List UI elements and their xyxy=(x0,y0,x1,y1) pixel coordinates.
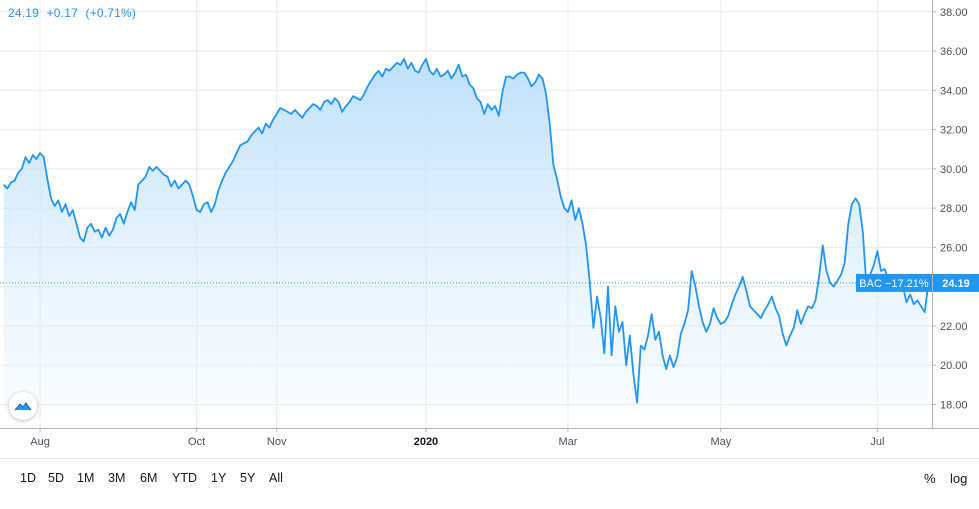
header-change: +0.17 xyxy=(46,6,78,20)
y-tick-label: 38.00 xyxy=(940,7,968,19)
price-line xyxy=(2,58,930,404)
symbol-change-label: BAC −17.21% xyxy=(859,278,929,290)
header-change-pct: (+0.71%) xyxy=(85,6,137,20)
range-ytd-button[interactable]: YTD xyxy=(172,471,197,485)
percent-scale-button[interactable]: % xyxy=(924,471,936,486)
range-toolbar: 1D 5D 1M 3M 6M YTD 1Y 5Y All % log xyxy=(0,458,979,509)
log-scale-button[interactable]: log xyxy=(950,471,968,486)
price-axis-label: 24.19 xyxy=(942,278,970,290)
y-tick-label: 22.00 xyxy=(940,321,968,333)
area-fill xyxy=(3,58,929,409)
x-tick-label: Aug xyxy=(30,436,50,448)
range-1y-button[interactable]: 1Y xyxy=(211,471,227,485)
x-tick-label: May xyxy=(710,436,731,448)
y-tick-label: 28.00 xyxy=(940,203,968,215)
x-tick-label: Jul xyxy=(870,436,884,448)
y-tick-label: 34.00 xyxy=(940,85,968,97)
range-5d-button[interactable]: 5D xyxy=(48,471,64,485)
tradingview-logo-icon[interactable] xyxy=(9,392,37,420)
x-tick-label: Mar xyxy=(558,436,577,448)
header-price: 24.19 xyxy=(8,6,40,20)
price-axis-label-bg xyxy=(933,273,979,292)
price-markers: BAC −17.21% 24.19 xyxy=(0,273,979,292)
y-tick-label: 36.00 xyxy=(940,46,968,58)
y-tick-label: 20.00 xyxy=(940,360,968,372)
range-5y-button[interactable]: 5Y xyxy=(240,471,256,485)
x-tick-label: Oct xyxy=(188,436,205,448)
x-tick-label: 2020 xyxy=(414,436,438,448)
y-tick-label: 18.00 xyxy=(940,399,968,411)
symbol-change-label-bg xyxy=(856,273,932,292)
range-1d-button[interactable]: 1D xyxy=(20,471,36,485)
range-3m-button[interactable]: 3M xyxy=(108,471,126,485)
range-1m-button[interactable]: 1M xyxy=(77,471,95,485)
area-layer xyxy=(2,58,930,409)
y-tick-label: 30.00 xyxy=(940,164,968,176)
y-tick-label: 26.00 xyxy=(940,242,968,254)
range-6m-button[interactable]: 6M xyxy=(140,471,158,485)
y-tick-label: 32.00 xyxy=(940,125,968,137)
x-tick-label: Nov xyxy=(267,436,287,448)
chart-area[interactable]: 18.0020.0022.0024.0026.0028.0030.0032.00… xyxy=(0,0,979,458)
quote-header: 24.19 +0.17 (+0.71%) xyxy=(8,6,140,20)
range-all-button[interactable]: All xyxy=(269,471,283,485)
price-chart[interactable]: 18.0020.0022.0024.0026.0028.0030.0032.00… xyxy=(0,0,979,458)
